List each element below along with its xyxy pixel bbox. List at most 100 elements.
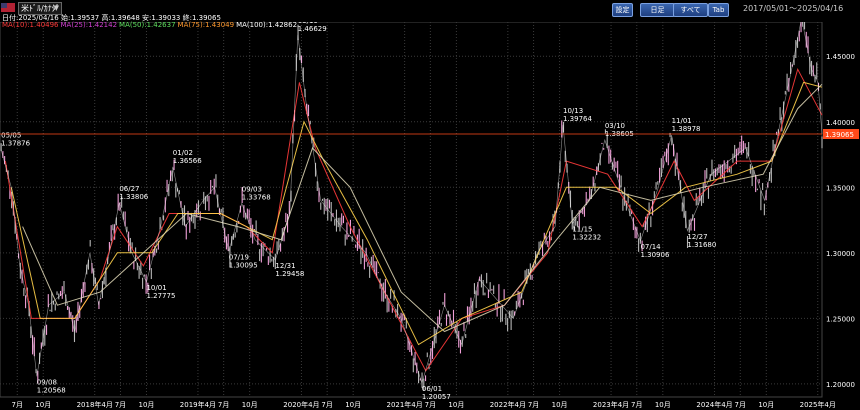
peak-value-label: 1.46629: [298, 25, 327, 33]
peak-value-label: 1.30095: [229, 262, 258, 270]
peak-value-label: 1.20057: [422, 393, 451, 401]
x-tick-label: 7月: [321, 401, 332, 409]
moving-average-legend: MA(10):1.40496 MA(25):1.42142 MA(50):1.426…: [2, 21, 299, 29]
x-tick-label: 10月: [139, 401, 155, 409]
us-flag-icon: [1, 3, 15, 12]
x-tick-label: 7月: [631, 401, 642, 409]
peak-value-label: 1.31680: [687, 241, 716, 249]
peak-value-label: 1.20568: [37, 386, 66, 394]
x-tick-label: 2024年4月: [696, 400, 732, 409]
y-tick-label: 1.30000: [826, 250, 855, 258]
date-range-label: 2017/05/01～2025/04/16: [743, 4, 844, 13]
series-lines: [0, 17, 823, 385]
peak-date-label: 12/31: [275, 262, 295, 270]
plot-area: [0, 21, 823, 398]
peak-date-label: 06/27: [119, 185, 139, 193]
x-tick-label: 2021年4月: [386, 400, 422, 409]
x-tick-label: 10月: [655, 401, 671, 409]
x-tick-label: 2020年4月: [283, 400, 319, 409]
x-axis: 7月 10月 2018年4月 7月 10月 2019年4月 7月 10月 2020年4月 7月 10…: [12, 400, 836, 409]
x-tick-label: 7月: [735, 401, 746, 409]
tab-button[interactable]: Tab: [708, 3, 729, 17]
low-label: 安:: [142, 14, 152, 22]
x-tick-label: 10月: [35, 401, 51, 409]
ma-legend-item: MA(50):1.42637: [119, 21, 176, 29]
x-tick-label: 7月: [528, 401, 539, 409]
x-tick-label: 2019年4月: [180, 400, 216, 409]
toolbar: 米ﾄﾞﾙ/ｶﾅﾀﾞ ▼ 設定 日足 すべて Tab 2017/05/01～202…: [0, 0, 860, 22]
x-tick-label: 2023年4月: [593, 400, 629, 409]
peak-date-label: 07/14: [640, 243, 661, 251]
peak-value-label: 1.37876: [1, 140, 30, 148]
high-label: 高:: [101, 14, 111, 22]
moving-average-line: [10, 81, 823, 346]
peak-date-label: 10/13: [563, 107, 583, 115]
ma-legend-item: MA(25):1.42142: [60, 21, 118, 29]
ma-legend-item: MA(75):1.43049: [177, 21, 235, 29]
peak-value-label: 1.30906: [640, 251, 669, 259]
peak-value-label: 1.38978: [672, 125, 701, 133]
ma-legend-item: MA(10):1.40496: [2, 21, 59, 29]
x-tick-label: 10月: [448, 401, 464, 409]
x-tick-label: 10月: [345, 401, 361, 409]
date-label: 日付:: [2, 14, 19, 22]
peak-value-label: 1.36566: [173, 157, 202, 165]
ohlc-readout: 日付:2025/04/16 始:1.39537 高:1.39648 安:1.39…: [2, 13, 221, 23]
x-tick-label: 2022年4月: [490, 400, 526, 409]
chevron-down-icon: ▼: [53, 4, 59, 12]
peak-value-label: 1.29458: [275, 270, 304, 278]
peak-date-label: 11/15: [572, 226, 592, 234]
date-value: 2025/04/16: [18, 14, 59, 22]
price-line: [0, 17, 823, 385]
peak-date-label: 03/10: [605, 122, 625, 130]
x-tick-label: 10月: [242, 401, 258, 409]
settings-button[interactable]: 設定: [612, 3, 633, 17]
y-tick-label: 1.40000: [826, 119, 855, 127]
y-tick-label: 1.20000: [826, 381, 855, 389]
low-value: 1.39033: [151, 14, 181, 22]
peak-date-label: 12/27: [687, 233, 707, 241]
currency-pair-select[interactable]: 米ﾄﾞﾙ/ｶﾅﾀﾞ ▼: [18, 2, 62, 15]
y-tick-label: 1.25000: [826, 315, 855, 323]
peak-value-label: 1.33768: [242, 193, 271, 201]
current-price-label: 1.39065: [825, 131, 854, 139]
peak-date-label: 09/08: [37, 378, 57, 386]
x-tick-label: 7月: [115, 401, 126, 409]
x-tick-label: 7月: [12, 401, 23, 409]
x-tick-label: 2025年4月: [800, 400, 836, 409]
peak-date-label: 09/03: [242, 185, 262, 193]
timeframe-button[interactable]: 日足: [640, 3, 675, 17]
peak-value-label: 1.39764: [563, 115, 592, 123]
x-tick-label: 7月: [425, 401, 436, 409]
peak-date-label: 11/01: [672, 117, 692, 125]
y-tick-label: 1.35000: [826, 184, 855, 192]
x-tick-label: 2018年4月: [77, 400, 113, 409]
current-price-marker: 1.39065: [0, 129, 859, 140]
moving-average-line: [4, 67, 823, 372]
ma-legend-item: MA(100):1.42862: [236, 21, 298, 29]
x-tick-label: 7月: [218, 401, 229, 409]
peak-date-label: 01/02: [173, 149, 193, 157]
current-price-badge: [823, 129, 859, 140]
x-tick-label: 10月: [552, 401, 568, 409]
currency-pair-label: 米ﾄﾞﾙ/ｶﾅﾀﾞ: [21, 4, 60, 13]
open-label: 始:: [60, 14, 71, 22]
price-bars: [0, 16, 823, 391]
peak-value-label: 1.32232: [572, 234, 601, 242]
peak-value-label: 1.33806: [119, 193, 148, 201]
all-range-button[interactable]: すべて: [673, 3, 708, 17]
x-tick-label: 10月: [758, 401, 774, 409]
moving-average-line: [22, 83, 823, 333]
y-tick-label: 1.45000: [826, 53, 855, 61]
high-value: 1.39648: [110, 14, 140, 22]
close-label: 終:: [182, 14, 192, 22]
close-value: 1.39065: [191, 14, 221, 22]
peak-value-label: 1.27775: [146, 292, 175, 300]
y-axis: 1.20000 1.25000 1.30000 1.35000 1.40000 1.450…: [826, 5, 856, 389]
peak-date-label: 10/01: [146, 284, 166, 292]
peak-date-label: 07/19: [229, 254, 249, 262]
open-value: 1.39537: [70, 14, 100, 22]
peak-date-label: 06/01: [422, 385, 442, 393]
peak-date-label: 05/05: [1, 132, 21, 140]
